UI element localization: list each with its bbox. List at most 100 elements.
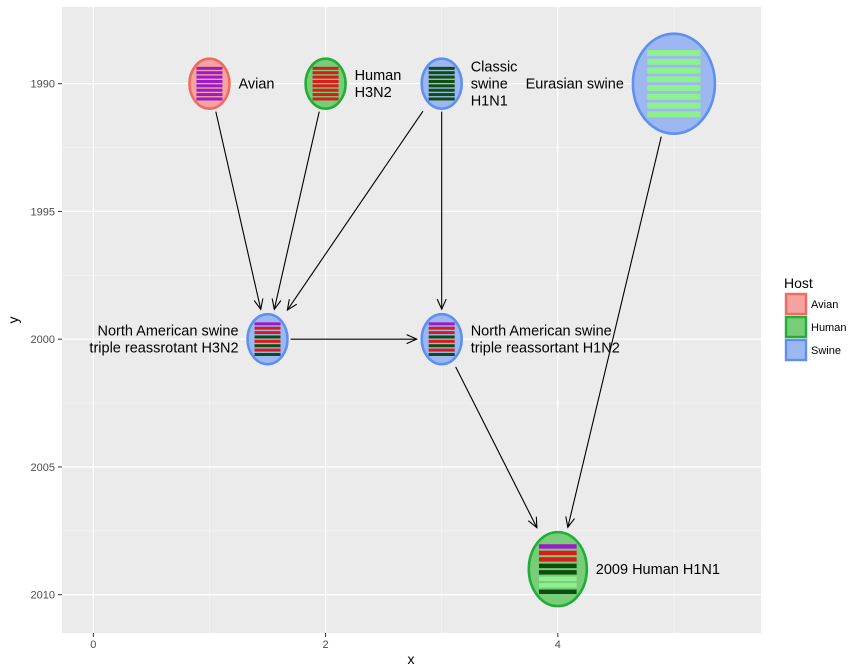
- gene-segment: [428, 93, 455, 97]
- gene-segment: [647, 76, 701, 83]
- gene-segment: [647, 58, 701, 65]
- gene-segment: [312, 93, 339, 97]
- legend-item-human: Human: [784, 315, 846, 339]
- x-axis-title: x: [408, 651, 415, 667]
- edge-avian-to-na_h3n2: [215, 111, 264, 311]
- gene-segment: [538, 570, 577, 575]
- gene-segment: [254, 348, 281, 352]
- gene-segment: [428, 97, 455, 101]
- gene-segment: [538, 589, 577, 595]
- gene-segment: [254, 352, 281, 356]
- gene-segment: [254, 331, 281, 335]
- gene-segment: [196, 93, 223, 97]
- gene-segment: [254, 335, 281, 339]
- gene-segment: [538, 583, 577, 588]
- gene-segment: [312, 66, 339, 70]
- gene-segment: [254, 322, 281, 326]
- gene-segment: [428, 84, 455, 88]
- gene-segment: [428, 335, 455, 339]
- node-label: North American swine: [471, 324, 612, 340]
- gene-segment: [196, 75, 223, 79]
- node-label: 2009 Human H1N1: [596, 562, 720, 578]
- edge-classic_swine-to-na_h3n2: [286, 110, 424, 312]
- gene-segment: [538, 550, 577, 556]
- edge-arrowhead: [436, 298, 447, 311]
- gene-segment: [312, 71, 339, 75]
- node-label: North American swine: [97, 324, 238, 340]
- gene-segment: [538, 563, 577, 569]
- gene-segment: [312, 84, 339, 88]
- gene-segment: [312, 75, 339, 79]
- gene-segment: [647, 111, 701, 118]
- node-label: Avian: [238, 77, 274, 93]
- edge-arrowhead: [527, 516, 538, 529]
- y-tick-label: 1990: [31, 79, 55, 91]
- gene-segment: [254, 344, 281, 348]
- edge-arrowhead: [286, 299, 298, 312]
- gene-segment: [196, 84, 223, 88]
- gene-segment: [428, 71, 455, 75]
- gene-segment: [196, 66, 223, 70]
- legend: Host Avian Human Swine: [784, 275, 846, 362]
- gene-segment: [428, 75, 455, 79]
- gene-segment: [312, 88, 339, 92]
- edge-line: [215, 111, 262, 310]
- gene-segment: [538, 576, 577, 582]
- node-ellipse: [304, 57, 347, 110]
- gene-segment: [428, 88, 455, 92]
- y-tick-label: 2000: [31, 334, 55, 346]
- gene-segment: [196, 97, 223, 101]
- y-tick-label: 2010: [31, 590, 55, 602]
- edge-line: [273, 111, 320, 310]
- legend-title: Host: [784, 275, 813, 291]
- legend-key: [784, 315, 808, 339]
- node-label: Classic: [471, 60, 518, 76]
- gene-segment: [538, 557, 577, 562]
- gene-segment: [312, 79, 339, 83]
- gene-segment: [428, 352, 455, 356]
- x-tick-label: 4: [555, 639, 561, 651]
- node-ellipse: [631, 32, 717, 135]
- legend-key: [784, 338, 808, 362]
- gene-segment: [647, 85, 701, 92]
- gene-segment: [647, 102, 701, 109]
- gene-segment: [428, 344, 455, 348]
- node-label: Eurasian swine: [526, 77, 624, 93]
- node-label: triple reassortant H1N2: [471, 341, 620, 357]
- edges: [215, 110, 662, 529]
- node-ellipse: [527, 530, 589, 608]
- y-tick-label: 2005: [31, 462, 55, 474]
- gene-segment: [428, 339, 455, 343]
- x-axis-ticks: 0 2 4: [90, 633, 561, 651]
- edge-arrowhead: [253, 298, 264, 311]
- node-label: H3N2: [355, 85, 392, 101]
- edge-classic_swine-to-na_h1n2: [436, 111, 447, 311]
- gene-segment: [254, 339, 281, 343]
- edge-na_h1n2-to-human_h1n1_2009: [455, 366, 538, 529]
- node-label: triple reassrotant H3N2: [89, 341, 238, 357]
- node-ellipse: [188, 57, 231, 110]
- edge-line: [286, 110, 424, 311]
- gene-segment: [428, 326, 455, 330]
- legend-label: Swine: [811, 345, 841, 357]
- edge-human_h3n2-to-na_h3n2: [271, 111, 320, 311]
- y-axis-ticks: 1990 1995 2000 2005 2010: [31, 79, 62, 602]
- gene-segment: [428, 348, 455, 352]
- y-tick-label: 1995: [31, 206, 55, 218]
- edge-eurasian_swine-to-human_h1n1_2009: [565, 136, 662, 529]
- gene-segment: [647, 50, 701, 57]
- legend-key: [784, 292, 808, 316]
- edge-arrowhead: [565, 516, 575, 529]
- gene-segment: [647, 67, 701, 74]
- edge-arrowhead: [271, 298, 282, 311]
- node-label: H1N1: [471, 94, 508, 110]
- gene-segment: [647, 93, 701, 100]
- legend-label: Avian: [811, 299, 838, 311]
- gene-segment: [196, 79, 223, 83]
